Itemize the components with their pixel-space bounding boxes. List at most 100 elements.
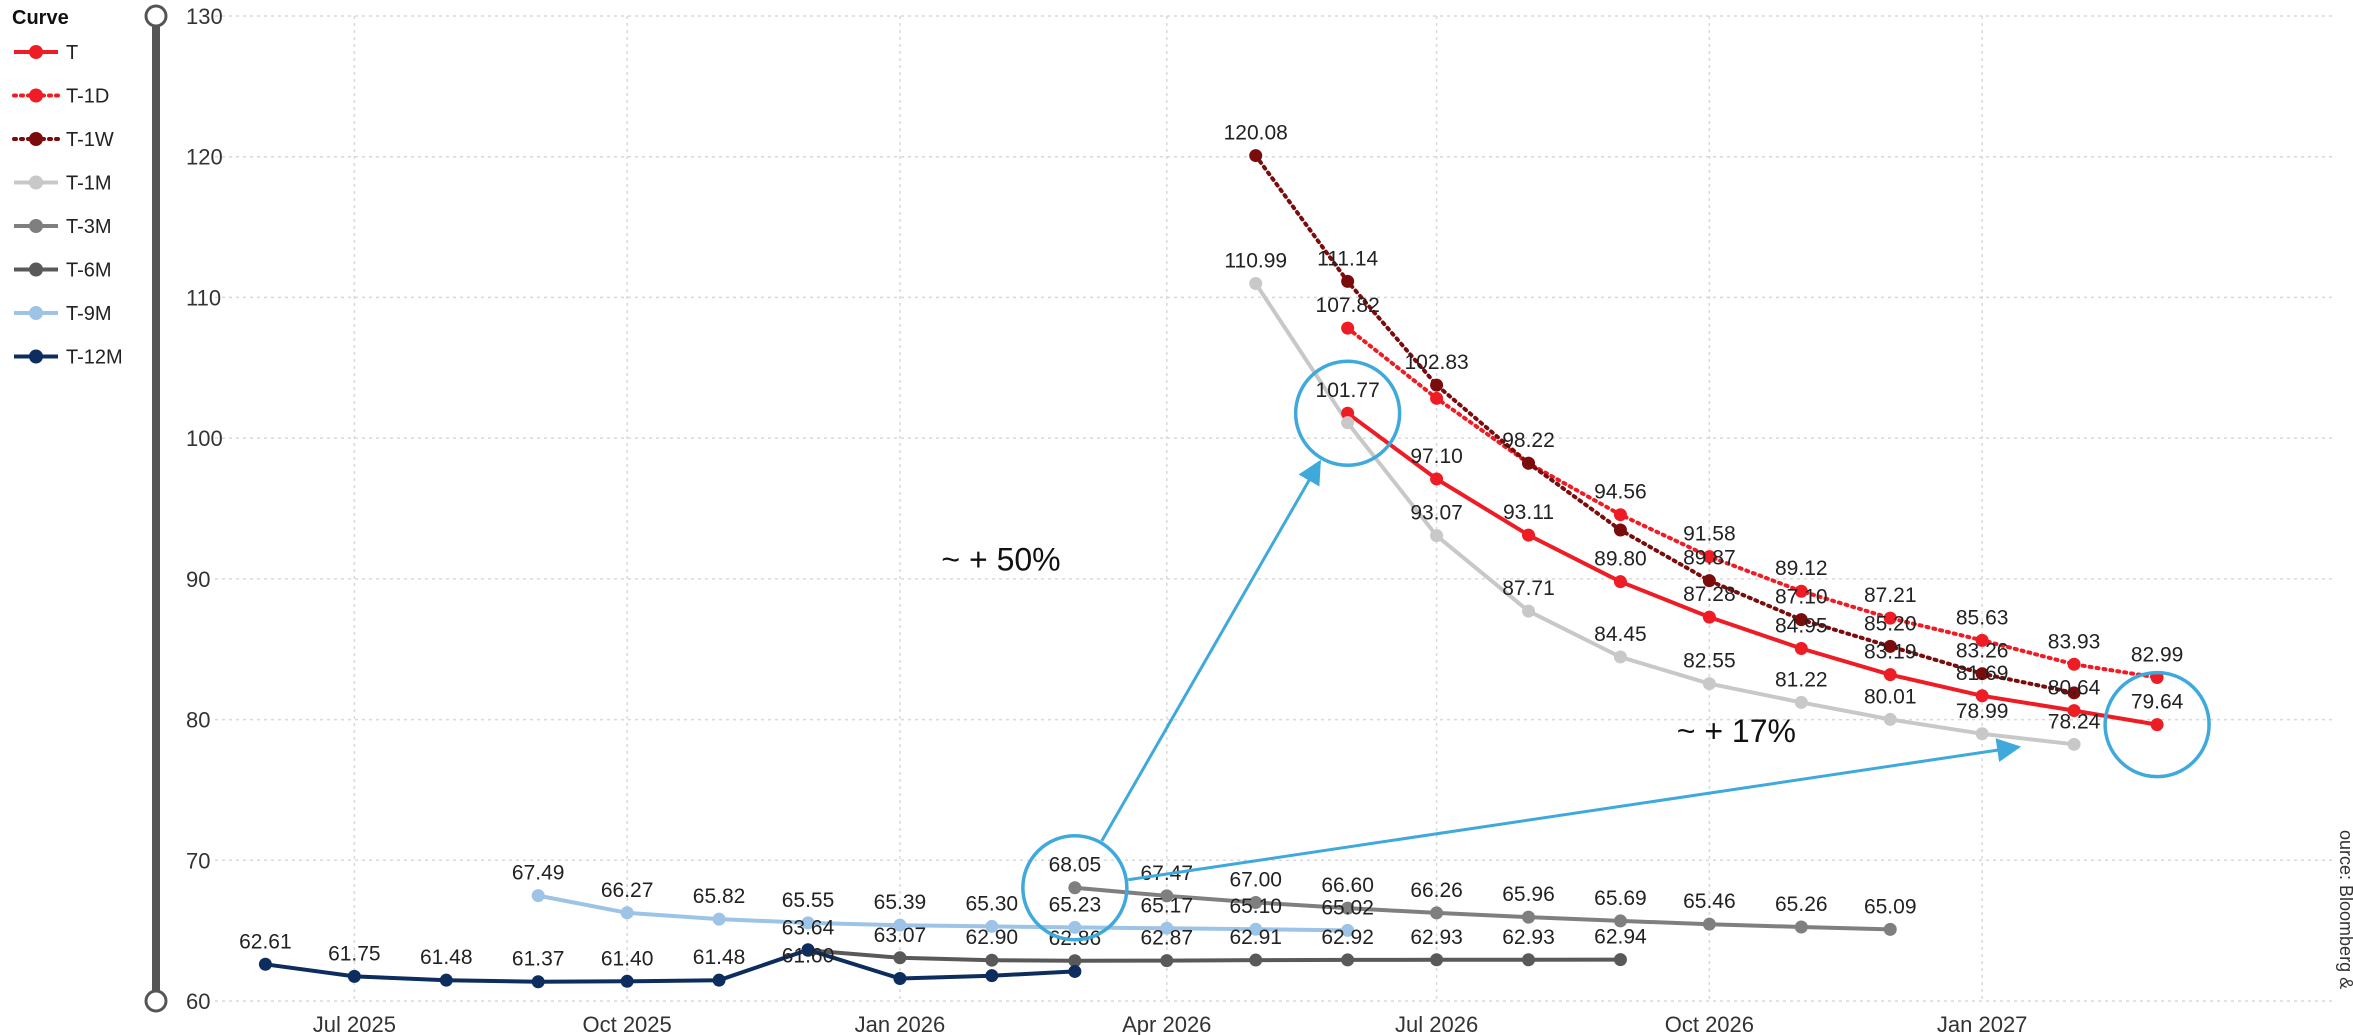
data-label-t-9m: 65.10 <box>1229 895 1282 918</box>
data-point-t-3m <box>1613 914 1627 928</box>
source-note: ource: Bloomberg & <box>2336 830 2353 989</box>
legend-label-t-3m: T-3M <box>66 216 112 238</box>
data-point-t-6m <box>1249 953 1263 967</box>
y-tick-label: 80 <box>186 708 210 733</box>
data-point-t <box>1794 642 1808 656</box>
data-point-t-1m <box>2067 737 2081 751</box>
data-label-t-6m: 63.07 <box>874 924 927 947</box>
series-line-t-6m <box>807 948 1621 963</box>
data-label-t-3m: 66.26 <box>1410 879 1463 902</box>
data-point-t-1w <box>1522 456 1536 470</box>
data-label-t-1w: 85.20 <box>1864 612 1917 635</box>
data-label-t-9m: 65.55 <box>782 889 835 912</box>
data-label-t-1m: 87.71 <box>1502 577 1555 600</box>
range-slider-handle-min[interactable] <box>144 989 168 1013</box>
range-slider-handle-max[interactable] <box>144 4 168 28</box>
y-tick-label: 130 <box>186 4 223 29</box>
data-point-t-1m <box>1341 416 1355 430</box>
highlight-circle <box>1021 833 1129 942</box>
legend: Curve T T-1D T-1W T-1M T-3M T-6M T-9M T-12M <box>12 7 123 369</box>
data-point-t-1d <box>1702 550 1716 564</box>
data-point-t-1w <box>2067 686 2081 700</box>
data-label-t: 87.28 <box>1683 583 1736 606</box>
data-point-t-9m <box>531 889 545 903</box>
data-label-t-6m: 62.92 <box>1321 926 1374 949</box>
data-point-t-12m <box>620 974 634 988</box>
data-point-t-12m <box>531 975 545 989</box>
data-point-t-12m <box>893 971 907 985</box>
series-line-t-3m <box>1074 885 1891 932</box>
data-point-t-1w <box>1883 639 1897 653</box>
data-point-t-3m <box>1068 881 1082 895</box>
data-point-t-12m <box>439 973 453 987</box>
x-axis: Jul 2025 Oct 2025 Jan 2026 Apr 2026 Jul 2026… <box>313 1012 2028 1035</box>
data-point-t-3m <box>1249 896 1263 909</box>
data-point-t-6m <box>1430 953 1444 967</box>
data-label-t: 89.80 <box>1594 548 1647 571</box>
data-label-t: 101.77 <box>1316 379 1380 402</box>
data-label-t-6m: 62.94 <box>1594 926 1647 949</box>
data-point-t <box>1883 668 1897 682</box>
annotation-arrow-50 <box>1100 459 1322 842</box>
x-tick-label: Jul 2025 <box>313 1012 396 1035</box>
data-label-t-1w: 102.83 <box>1404 351 1468 374</box>
data-point-t-3m <box>1341 901 1355 915</box>
data-label-t-1m: 93.07 <box>1410 502 1463 525</box>
series-lines <box>265 153 2160 984</box>
data-label-t-3m: 68.05 <box>1049 854 1102 877</box>
data-point-t-1d <box>2067 657 2081 671</box>
data-point-t-6m <box>1160 954 1174 968</box>
data-point-t <box>2150 718 2164 732</box>
data-point-t-1m <box>1794 695 1808 709</box>
data-label-t-1m: 110.99 <box>1224 249 1287 272</box>
data-label-t-1d: 87.21 <box>1864 584 1917 607</box>
annotation-text-17: ~ + 17% <box>1677 713 1796 749</box>
data-point-t-1w <box>1794 613 1808 627</box>
data-point-t-9m <box>893 918 907 932</box>
data-label-t-12m: 61.40 <box>601 947 654 970</box>
legend-label-t-1w: T-1W <box>66 129 114 151</box>
data-point-t-1d <box>1794 584 1808 598</box>
data-point-t <box>2067 704 2081 718</box>
data-label-t-1d: 94.56 <box>1594 481 1647 504</box>
y-tick-label: 120 <box>186 145 223 170</box>
y-tick-label: 110 <box>186 285 221 310</box>
data-label-t-1m: 78.99 <box>1956 700 2009 723</box>
legend-marker-t <box>29 45 43 59</box>
data-point-t-3m <box>1522 910 1536 924</box>
data-label-t-1d: 83.93 <box>2048 630 2101 653</box>
data-label-t-1d: 98.22 <box>1502 429 1555 452</box>
data-point-t-1m <box>1702 677 1716 691</box>
data-label-t: 97.10 <box>1410 445 1463 468</box>
data-point-t-3m <box>1430 906 1444 920</box>
data-point-t <box>1975 689 1989 703</box>
data-point-t-1w <box>1341 274 1355 288</box>
annotation-arrow-17 <box>1128 738 2022 882</box>
series-line-t <box>1346 411 2158 727</box>
data-label-t-12m: 61.60 <box>782 944 835 967</box>
data-labels: 101.77 97.10 93.11 89.80 87.28 84.95 83.19 81.6… <box>239 122 2184 971</box>
data-label-t: 81.69 <box>1956 662 2009 685</box>
data-point-t-9m <box>1341 923 1355 937</box>
x-tick-label: Jul 2026 <box>1395 1012 1478 1035</box>
data-label-t-3m: 65.09 <box>1864 895 1917 918</box>
data-label-t-1m: 82.55 <box>1683 650 1736 673</box>
data-label-t-6m: 62.93 <box>1502 926 1555 949</box>
range-slider[interactable] <box>144 4 168 1013</box>
data-label-t-1w: 83.26 <box>1956 640 2009 663</box>
legend-label-t-12m: T-12M <box>66 347 123 369</box>
data-label-t: 79.64 <box>2131 691 2184 714</box>
legend-label-t-1m: T-1M <box>66 173 112 195</box>
data-point-t-6m <box>1068 954 1082 968</box>
legend-label-t: T <box>66 42 78 64</box>
data-point-t-6m <box>893 951 907 965</box>
legend-marker-t-9m <box>29 306 43 320</box>
data-label-t-1m: 81.22 <box>1775 668 1828 691</box>
data-point-t-6m <box>1522 953 1536 967</box>
legend-label-t-9m: T-9M <box>66 303 112 325</box>
data-label-t-9m: 65.30 <box>966 892 1019 915</box>
data-label-t-3m: 66.60 <box>1321 874 1374 897</box>
data-label-t-1d: 85.63 <box>1956 606 2009 629</box>
legend-title: Curve <box>12 7 69 29</box>
